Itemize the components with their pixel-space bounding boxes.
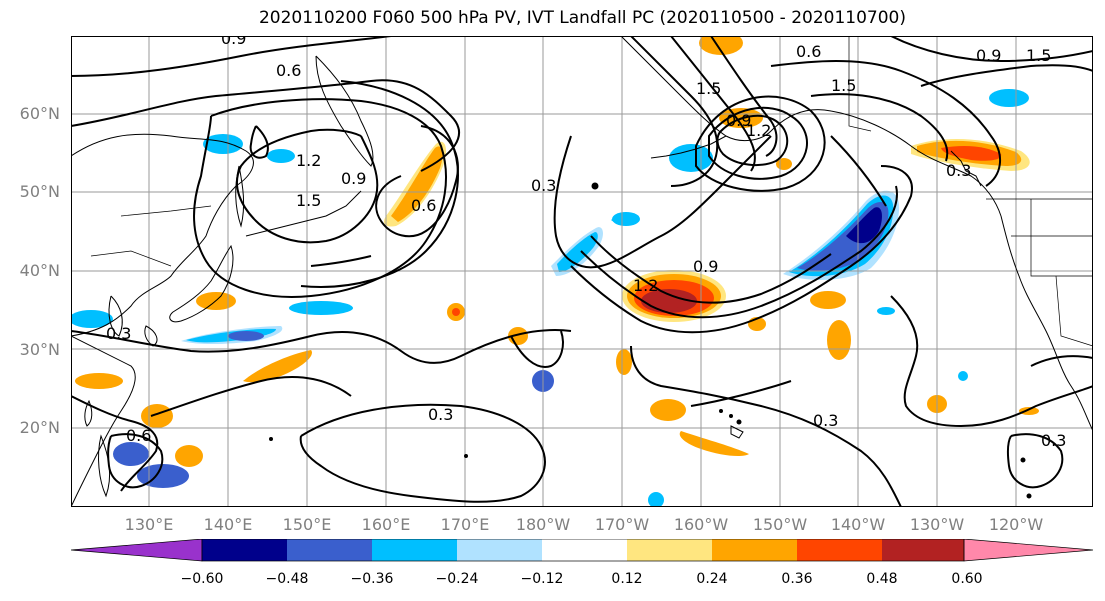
contour-label: 1.2 <box>296 151 321 170</box>
lon-label-150e: 150°E <box>282 515 332 534</box>
colorbar-segment <box>287 539 372 561</box>
lon-label-160e: 160°E <box>361 515 411 534</box>
contour-label: 0.3 <box>813 411 838 430</box>
colorbar-extend-high <box>963 539 1094 562</box>
colorbar-tick: 0.60 <box>951 571 983 587</box>
contour-label: 0.3 <box>1041 431 1066 450</box>
lat-label-30n: 30°N <box>19 340 60 359</box>
contour-label: 1.5 <box>831 76 856 95</box>
lon-label-160w: 160°W <box>673 515 729 534</box>
map-title: 2020110200 F060 500 hPa PV, IVT Landfall… <box>258 8 906 28</box>
contour-label: 0.3 <box>531 176 556 195</box>
colorbar-extend-low <box>71 539 203 562</box>
colorbar-tick: −0.24 <box>435 571 479 587</box>
colorbar-segment <box>457 539 542 561</box>
colorbar-tick: −0.48 <box>265 571 309 587</box>
pv-contours <box>71 36 1093 507</box>
contour-label: 0.6 <box>276 61 301 80</box>
contour-label: 0.3 <box>946 161 971 180</box>
contour-label: 0.6 <box>126 426 151 445</box>
contour-label: 1.5 <box>696 79 721 98</box>
colorbar-tick: −0.12 <box>520 571 564 587</box>
contour-label: 0.9 <box>976 46 1001 65</box>
contour-label: 1.5 <box>1026 46 1051 65</box>
lon-label-170w: 170°W <box>594 515 650 534</box>
lat-label-50n: 50°N <box>19 182 60 201</box>
colorbar-tick: 0.48 <box>866 571 898 587</box>
contour-labels: 0.9 0.6 0.6 1.5 0.9 1.5 1.2 0.9 1.5 0.6 … <box>106 36 1066 450</box>
lon-label-140e: 140°E <box>203 515 253 534</box>
lon-label-120w: 120°W <box>988 515 1044 534</box>
colorbar-segment <box>202 539 287 561</box>
lon-label-170e: 170°E <box>440 515 490 534</box>
map-panel: 0.9 0.6 0.6 1.5 0.9 1.5 1.2 0.9 1.5 0.6 … <box>71 36 1093 507</box>
colorbar <box>71 539 1094 562</box>
contour-label: 1.5 <box>296 191 321 210</box>
colorbar-tick: 0.12 <box>611 571 643 587</box>
graticule <box>71 36 1093 507</box>
lat-label-40n: 40°N <box>19 261 60 280</box>
contour-label: 0.6 <box>411 196 436 215</box>
contour-label: 0.9 <box>221 36 246 48</box>
contour-label: 1.2 <box>746 121 771 140</box>
colorbar-tick: −0.36 <box>350 571 394 587</box>
colorbar-segment <box>627 539 712 561</box>
colorbar-tick: 0.24 <box>696 571 728 587</box>
contour-label: 0.3 <box>106 324 131 343</box>
colorbar-tick: 0.36 <box>781 571 813 587</box>
contour-label: 0.6 <box>796 42 821 61</box>
colorbar-segment <box>372 539 457 561</box>
colorbar-segment <box>797 539 882 561</box>
lon-label-130w: 130°W <box>909 515 965 534</box>
lon-label-180w: 180°W <box>515 515 571 534</box>
colorbar-segment <box>712 539 797 561</box>
contour-label: 0.9 <box>726 111 751 130</box>
lon-label-130e: 130°E <box>124 515 174 534</box>
coastlines <box>71 36 1093 507</box>
colorbar-segment <box>882 539 967 561</box>
lon-label-140w: 140°W <box>830 515 886 534</box>
contour-label: 0.9 <box>693 257 718 276</box>
contour-label: 0.9 <box>341 169 366 188</box>
colorbar-segment <box>542 539 627 561</box>
contour-label: 0.3 <box>428 405 453 424</box>
lat-label-20n: 20°N <box>19 418 60 437</box>
contour-label: 1.2 <box>633 276 658 295</box>
colorbar-tick: −0.60 <box>180 571 224 587</box>
borders <box>90 36 1093 347</box>
lon-label-150w: 150°W <box>752 515 808 534</box>
lat-label-60n: 60°N <box>19 104 60 123</box>
